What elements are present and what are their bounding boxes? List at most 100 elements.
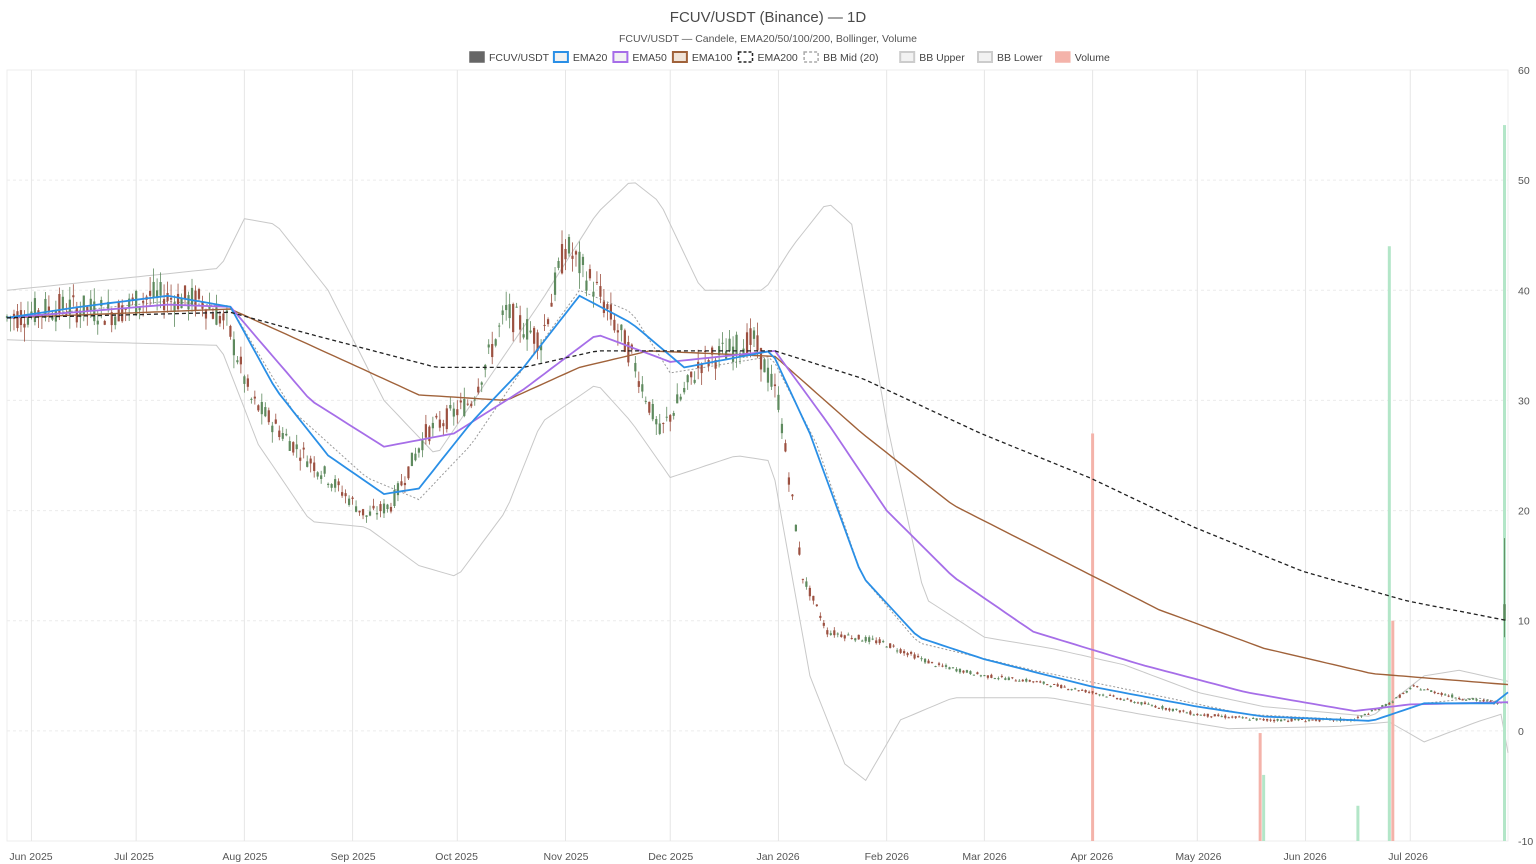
volume-bars: [1091, 125, 1507, 842]
candle-body: [72, 295, 75, 298]
candle-body: [979, 675, 983, 677]
y-tick-label: 30: [1518, 395, 1530, 407]
candle-body: [1409, 687, 1412, 690]
candle-body: [745, 332, 749, 356]
candle-body: [1094, 693, 1098, 695]
bb-mid-line: [6, 289, 1509, 722]
x-tick-label: Nov 2025: [544, 851, 589, 863]
x-tick-label: Jul 2026: [1388, 851, 1428, 863]
candle-body: [1451, 694, 1454, 698]
candle-body: [1035, 681, 1038, 683]
candle-body: [1014, 680, 1017, 682]
candle-body: [208, 306, 211, 309]
candle-body: [550, 302, 553, 307]
chart-subtitle: FCUV/USDT — Candele, EMA20/50/100/200, B…: [619, 33, 917, 45]
candle-body: [361, 509, 365, 516]
candle-body: [515, 306, 518, 308]
candle-body: [676, 394, 679, 404]
candle-body: [864, 637, 867, 642]
candle-body: [197, 289, 201, 299]
candle-body: [756, 335, 759, 351]
legend-swatch: [469, 51, 485, 63]
candle-body: [606, 304, 609, 310]
candle-body: [658, 423, 661, 434]
y-tick-label: 20: [1518, 506, 1530, 518]
candle-body: [190, 287, 194, 307]
candle-body: [96, 320, 99, 325]
x-tick-label: Aug 2025: [222, 851, 267, 863]
candle-body: [546, 319, 550, 325]
candle-body: [1067, 689, 1070, 691]
candle-body: [1039, 681, 1042, 683]
candle-body: [672, 412, 675, 416]
chart-title: FCUV/USDT (Binance) — 1D: [670, 9, 867, 26]
candle-body: [1485, 700, 1489, 702]
candle-body: [58, 294, 61, 313]
candle-body: [337, 481, 340, 486]
candle-body: [449, 404, 452, 409]
candle-body: [44, 298, 47, 318]
candle-body: [759, 348, 763, 370]
candle-body: [875, 640, 878, 644]
candle-body: [218, 315, 222, 324]
candle-body: [222, 313, 225, 321]
candle-body: [536, 332, 539, 351]
candle-body: [452, 408, 455, 417]
candle-body: [1503, 604, 1506, 621]
candle-body: [955, 669, 958, 672]
candle-body: [334, 479, 337, 488]
candle-body: [847, 634, 850, 636]
candle-body: [878, 639, 881, 644]
legend-label: FCUV/USDT: [489, 52, 550, 64]
candle-body: [505, 304, 508, 311]
candle-body: [1154, 705, 1157, 708]
candle-body: [358, 510, 361, 513]
legend-label: BB Lower: [997, 52, 1043, 64]
candle-body: [1433, 691, 1436, 694]
candle-body: [620, 324, 623, 331]
candle-body: [1478, 700, 1482, 702]
candle-body: [1377, 708, 1380, 710]
candle-body: [990, 674, 993, 678]
ema20-line: [6, 294, 1509, 722]
candle-body: [1248, 719, 1251, 721]
candle-body: [1444, 694, 1447, 696]
candle-body: [1227, 717, 1230, 719]
candle-body: [306, 461, 309, 467]
candle-body: [1416, 686, 1419, 688]
legend-label: EMA200: [758, 52, 798, 64]
candle-body: [644, 400, 647, 402]
candle-body: [1374, 709, 1377, 711]
candle-body: [1189, 711, 1192, 715]
candle-body: [997, 678, 1000, 680]
candle-body: [1161, 706, 1164, 709]
candle-body: [1311, 719, 1314, 721]
candle-body: [232, 339, 235, 356]
candle-body: [156, 290, 159, 297]
candle-body: [1286, 720, 1290, 722]
candle-body: [382, 503, 386, 514]
candle-body: [236, 360, 239, 363]
candle-body: [264, 407, 267, 417]
candle-body: [1224, 715, 1227, 718]
legend-swatch: [1055, 51, 1071, 63]
candle-body: [316, 472, 319, 477]
legend-swatch: [899, 51, 916, 63]
candle-body: [983, 675, 986, 677]
candle-body: [906, 653, 909, 656]
candle-body: [491, 344, 494, 358]
candle-body: [976, 672, 979, 675]
candle-body: [260, 401, 263, 415]
candle-body: [560, 244, 564, 274]
candle-body: [784, 443, 787, 452]
candle-body: [424, 424, 427, 438]
x-tick-label: Jun 2026: [1284, 851, 1327, 863]
candle-body: [176, 293, 180, 310]
legend: FCUV/USDT EMA20 EMA50 EMA100 EMA200 BB Mid (2…: [469, 51, 1110, 64]
candle-body: [1070, 689, 1073, 691]
candle-body: [1283, 719, 1286, 721]
candle-body: [735, 334, 738, 356]
candle-body: [183, 285, 187, 300]
candle-body: [204, 309, 208, 319]
candle-body: [299, 457, 302, 461]
